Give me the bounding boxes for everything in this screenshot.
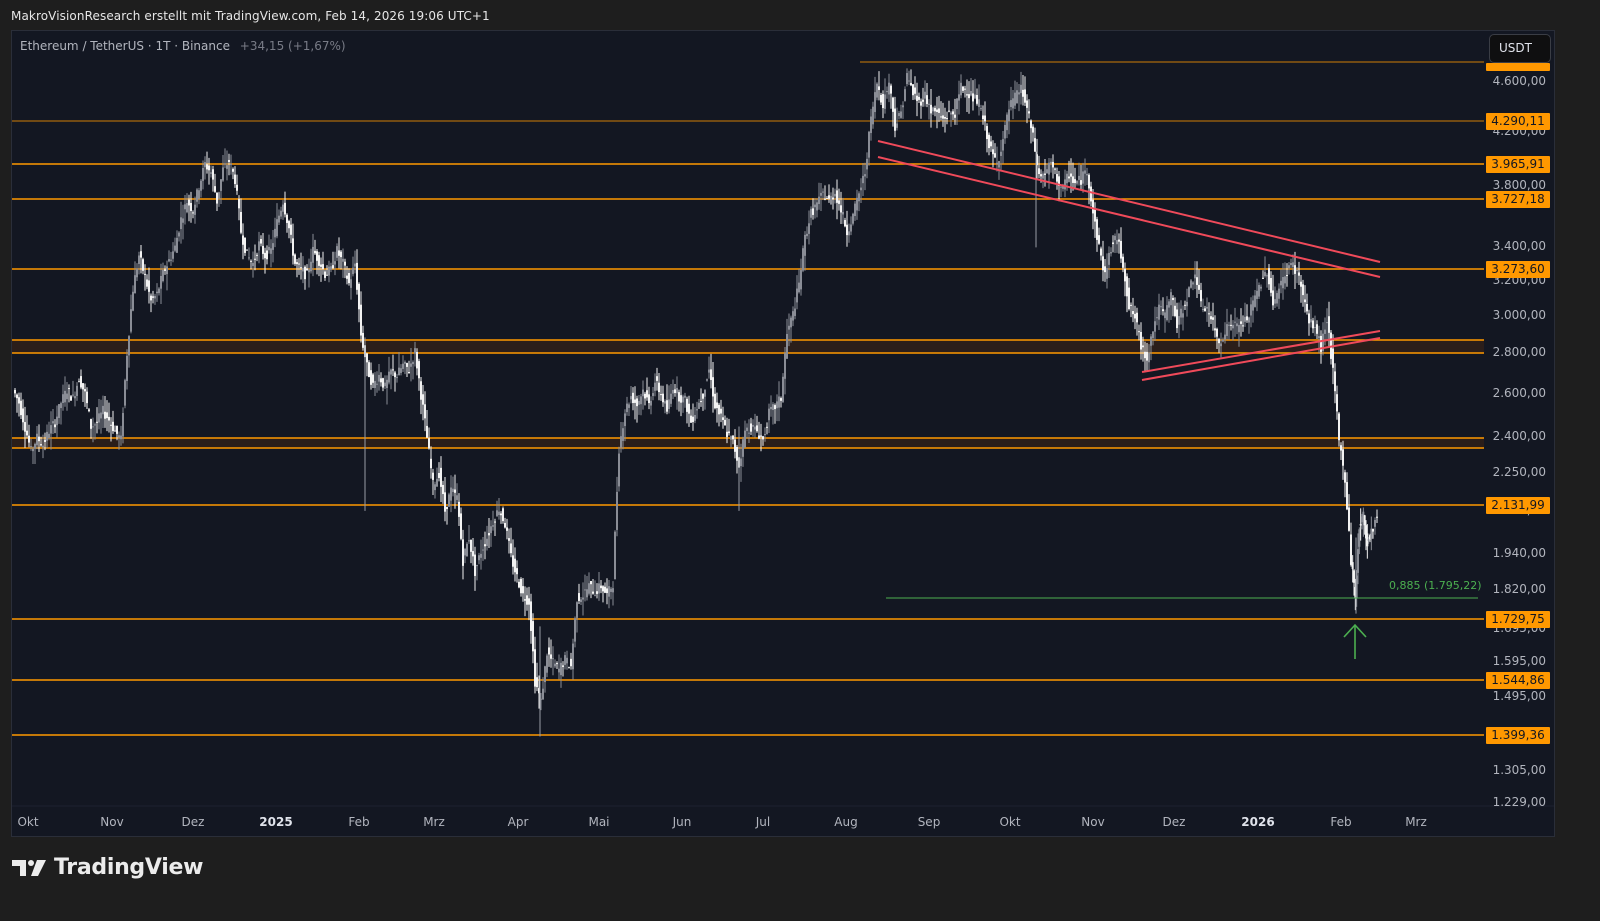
time-tick: Mai	[588, 815, 609, 829]
price-change: +34,15 (+1,67%)	[240, 39, 346, 53]
time-tick: Dez	[1163, 815, 1186, 829]
time-tick: Okt	[17, 815, 38, 829]
brand-name: TradingView	[54, 855, 203, 880]
time-tick: Mrz	[423, 815, 445, 829]
price-tick: 2.400,00	[1478, 429, 1546, 443]
time-tick: Nov	[1081, 815, 1104, 829]
price-tick: 1.940,00	[1478, 546, 1546, 560]
time-tick: Apr	[508, 815, 529, 829]
level-label: 1.399,36	[1486, 727, 1550, 744]
currency-selector[interactable]: USDT	[1489, 34, 1551, 63]
price-tick: 3.400,00	[1478, 239, 1546, 253]
time-tick: Jul	[756, 815, 770, 829]
fib-label: 0,885 (1.795,22)	[1389, 579, 1482, 592]
time-tick: 2026	[1241, 815, 1274, 829]
price-tick: 1.229,00	[1478, 795, 1546, 809]
time-tick: 2025	[259, 815, 292, 829]
price-candles	[14, 68, 1378, 736]
time-tick: Okt	[999, 815, 1020, 829]
price-tick: 1.820,00	[1478, 582, 1546, 596]
support-zone-2400	[12, 438, 1484, 448]
time-tick: Sep	[918, 815, 941, 829]
time-tick: Aug	[834, 815, 857, 829]
time-tick: Jun	[673, 815, 692, 829]
up-arrow-icon	[1344, 625, 1366, 659]
price-tick: 1.305,00	[1478, 763, 1546, 777]
time-tick: Dez	[182, 815, 205, 829]
level-label: 3.727,18	[1486, 191, 1550, 208]
time-tick: Mrz	[1405, 815, 1427, 829]
descending-trendline-upper[interactable]	[878, 141, 1380, 262]
price-tick: 1.595,00	[1478, 654, 1546, 668]
level-label: 1.729,75	[1486, 611, 1550, 628]
level-label: 2.131,99	[1486, 497, 1550, 514]
level-label: 3.965,91	[1486, 156, 1550, 173]
price-tick: 4.600,00	[1478, 74, 1546, 88]
horizontal-levels	[12, 62, 1484, 735]
level-label: 1.544,86	[1486, 672, 1550, 689]
price-tick: 2.600,00	[1478, 386, 1546, 400]
descending-trendline-lower[interactable]	[878, 157, 1380, 277]
tradingview-logo: TradingView	[12, 855, 203, 880]
level-label-top	[1486, 63, 1550, 71]
price-tick: 2.250,00	[1478, 465, 1546, 479]
time-tick: Feb	[1330, 815, 1351, 829]
symbol-legend[interactable]: Ethereum / TetherUS · 1T · Binance +34,1…	[20, 39, 346, 53]
tradingview-logo-icon	[12, 859, 48, 877]
price-tick: 1.495,00	[1478, 689, 1546, 703]
time-tick: Nov	[100, 815, 123, 829]
time-tick: Feb	[348, 815, 369, 829]
level-label: 4.290,11	[1486, 113, 1550, 130]
candlestick-chart[interactable]	[0, 0, 1600, 921]
price-tick: 3.000,00	[1478, 308, 1546, 322]
level-label: 3.273,60	[1486, 261, 1550, 278]
symbol-title: Ethereum / TetherUS · 1T · Binance	[20, 39, 230, 53]
price-tick: 2.800,00	[1478, 345, 1546, 359]
price-tick: 3.800,00	[1478, 178, 1546, 192]
